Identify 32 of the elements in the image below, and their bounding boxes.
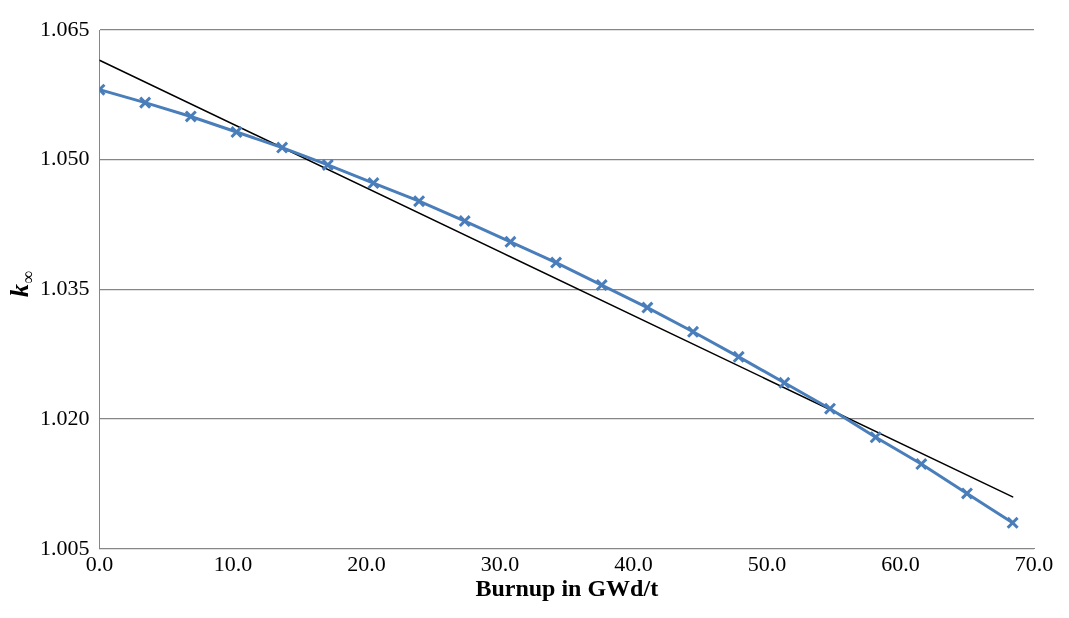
x-tick-label: 20.0 [347,550,386,576]
point [230,125,243,139]
point [1006,516,1020,530]
point [869,430,883,444]
y-tick-label: 1.065 [40,15,90,41]
point [549,256,563,270]
point [914,457,928,471]
x-tick-label: 30.0 [480,550,520,576]
x-tick-label: 70.0 [1014,550,1054,576]
x-tick-label: 50.0 [747,550,787,576]
y-tick-label: 1.020 [40,404,90,430]
point [686,325,700,339]
y-tick-label: 1.050 [40,145,90,171]
point [960,487,974,500]
x-tick-label: 10.0 [213,550,253,576]
point [595,278,609,292]
point [823,402,837,416]
point [275,141,289,155]
point [412,194,426,208]
point [640,301,654,315]
point [777,376,791,390]
point [458,214,472,228]
point [138,96,152,110]
x-tick-label: 60.0 [881,550,920,576]
point [732,350,746,364]
x-axis-title: Burnup in GWd/t [475,574,659,601]
point [184,110,198,123]
x-tick-label: 40.0 [614,550,653,576]
point [321,158,335,172]
point [503,235,517,249]
y-tick-label: 1.035 [40,275,90,301]
point [366,176,380,190]
